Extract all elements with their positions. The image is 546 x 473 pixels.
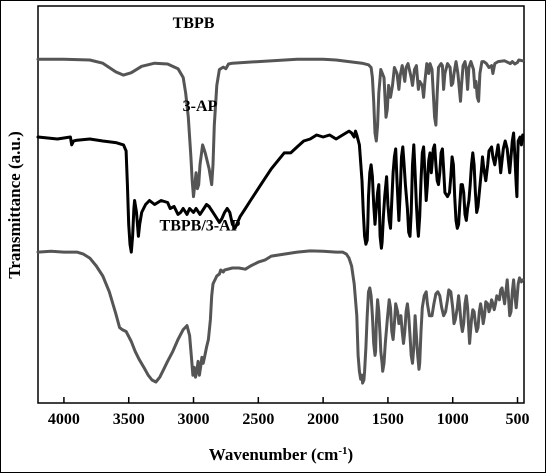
x-axis-label: Wavenumber (cm-1) — [209, 445, 353, 464]
x-axis-label-superscript: -1 — [338, 445, 347, 457]
x-tick-label: 3500 — [113, 411, 145, 428]
x-axis-label-suffix: ) — [348, 445, 354, 464]
series-annotation-2: 3-AP — [183, 98, 218, 115]
y-axis-label: Transmittance (a.u.) — [5, 131, 24, 278]
x-tick-label: 500 — [506, 411, 530, 428]
x-tick-label: 2500 — [242, 411, 274, 428]
x-tick-label: 1500 — [372, 411, 404, 428]
series-annotation-1: TBPB — [173, 15, 215, 32]
x-tick-label: 2000 — [307, 411, 339, 428]
x-tick-label: 3000 — [178, 411, 210, 428]
series-annotation-3: TBPB/3-AP — [160, 217, 241, 234]
x-axis-label-main: Wavenumber (cm — [209, 445, 339, 464]
x-tick-label: 4000 — [48, 411, 80, 428]
x-tick-label: 1000 — [437, 411, 469, 428]
